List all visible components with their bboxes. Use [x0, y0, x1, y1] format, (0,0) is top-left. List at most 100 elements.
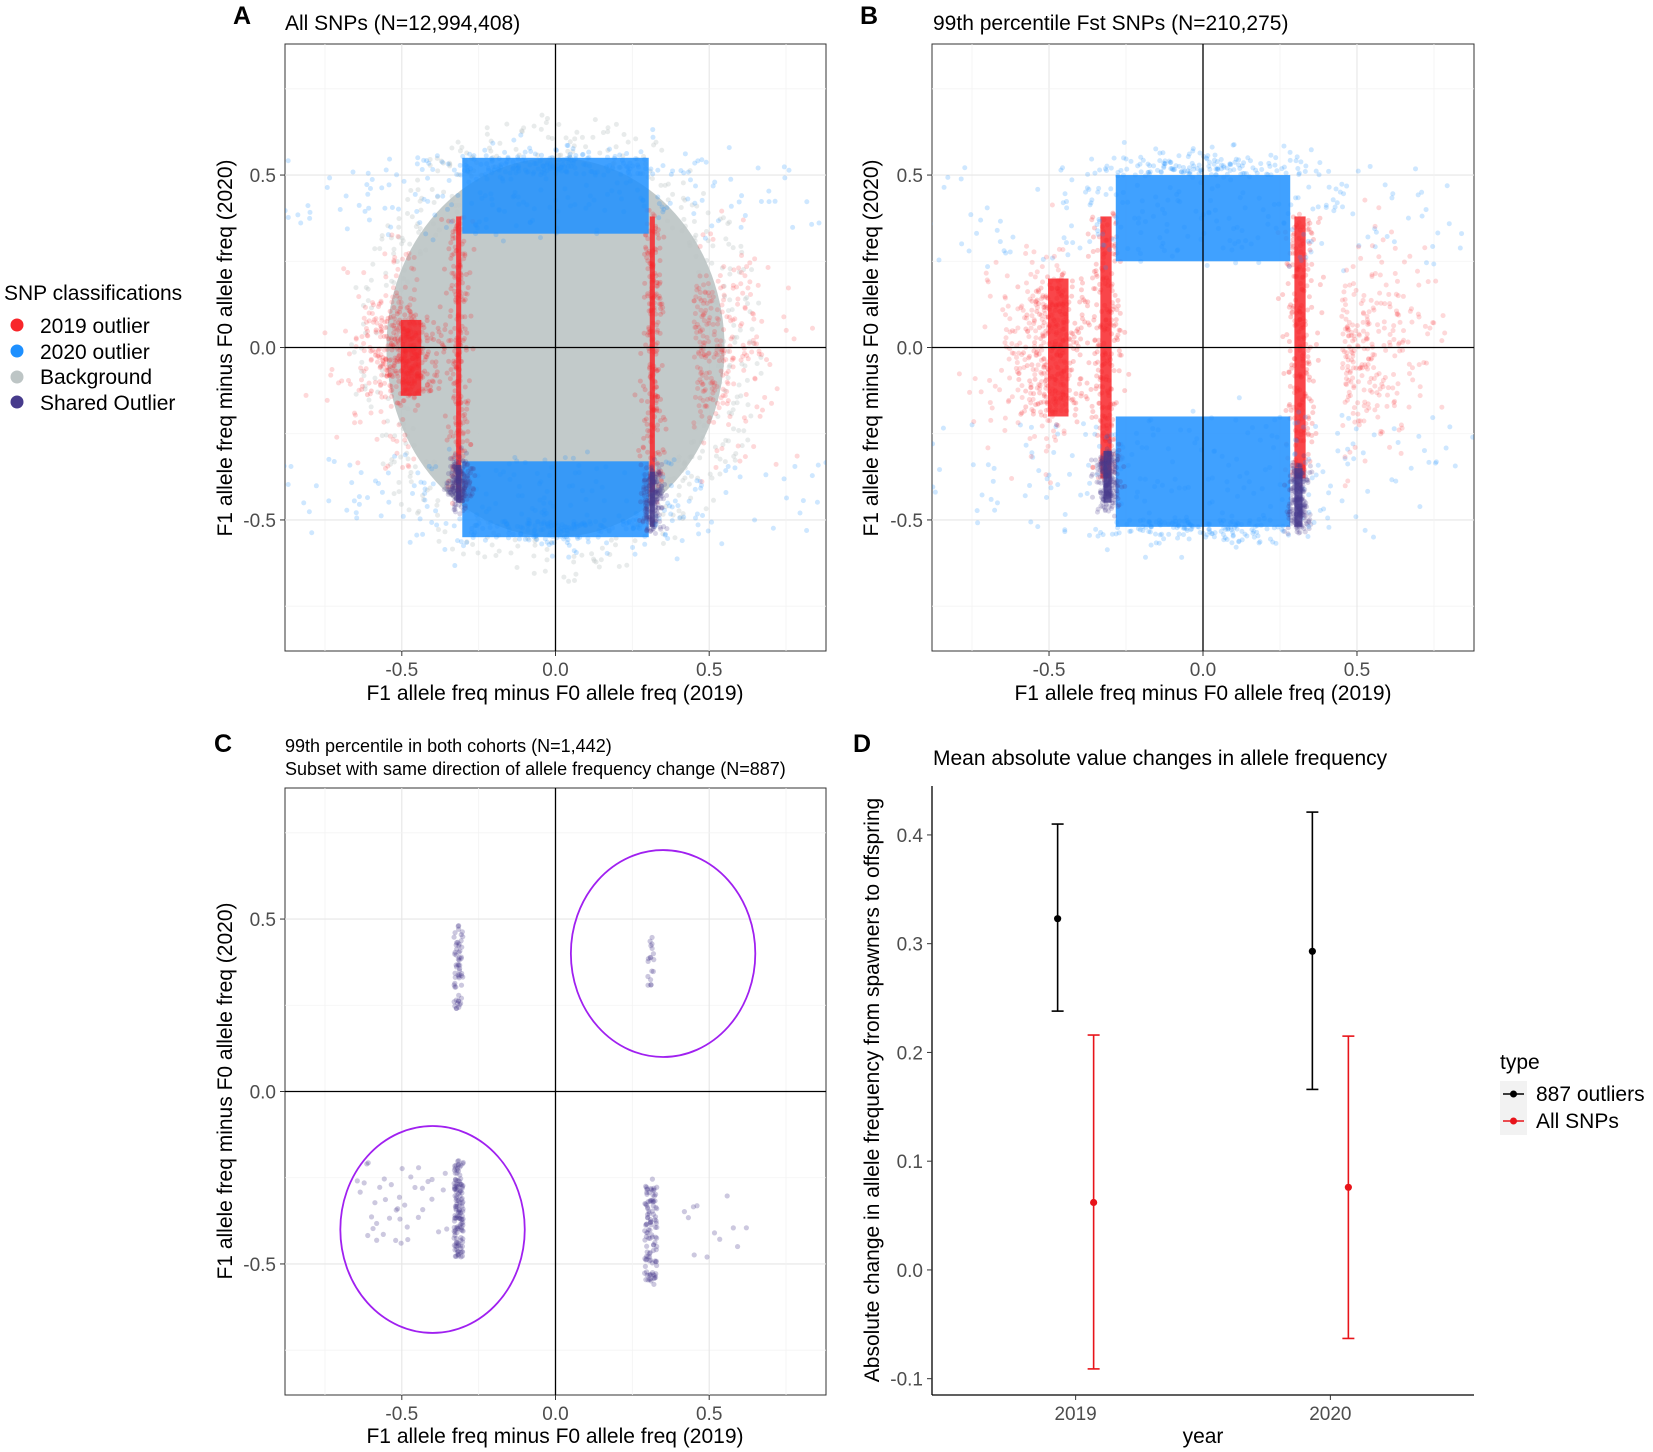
scatter-point	[441, 480, 447, 486]
scatter-point	[640, 198, 646, 204]
scatter-point	[1100, 455, 1106, 461]
scatter-point	[1103, 415, 1109, 421]
scatter-point	[726, 145, 732, 151]
scatter-point	[1107, 466, 1113, 472]
scatter-point	[1089, 471, 1095, 477]
scatter-point	[417, 249, 423, 255]
scatter-point	[1300, 356, 1306, 362]
scatter-point	[638, 490, 644, 496]
scatter-point	[396, 489, 402, 495]
scatter-point	[516, 168, 522, 174]
scatter-point	[1045, 330, 1051, 336]
scatter-point	[653, 384, 659, 390]
scatter-point	[480, 526, 486, 532]
scatter-point	[1300, 358, 1306, 364]
scatter-point	[411, 379, 417, 385]
scatter-point	[693, 183, 699, 189]
scatter-point	[999, 367, 1005, 373]
scatter-point	[1165, 446, 1171, 452]
scatter-point	[1105, 482, 1111, 488]
scatter-point	[452, 464, 458, 470]
scatter-point	[764, 357, 770, 363]
scatter-point	[397, 421, 403, 427]
scatter-point	[1050, 356, 1056, 362]
scatter-point	[403, 333, 409, 339]
scatter-point	[647, 362, 653, 368]
scatter-point	[741, 350, 747, 356]
scatter-point	[462, 251, 468, 257]
scatter-point	[1070, 331, 1076, 337]
scatter-point	[1295, 462, 1301, 468]
scatter-point	[362, 304, 368, 310]
scatter-point	[630, 517, 636, 523]
scatter-point	[1097, 474, 1103, 480]
scatter-point	[440, 193, 446, 199]
scatter-point	[1345, 333, 1351, 339]
scatter-point	[329, 367, 335, 373]
scatter-point	[583, 182, 589, 188]
scatter-point	[1050, 386, 1056, 392]
scatter-point	[411, 266, 417, 272]
scatter-point	[1301, 427, 1307, 433]
scatter-point	[1374, 403, 1380, 409]
scatter-point	[1022, 315, 1028, 321]
scatter-point	[643, 232, 649, 238]
scatter-point	[1393, 291, 1399, 297]
scatter-point	[739, 361, 745, 367]
scatter-point	[1355, 400, 1361, 406]
scatter-point	[549, 523, 555, 529]
scatter-point	[970, 462, 976, 468]
scatter-point	[1350, 359, 1356, 365]
scatter-point	[1393, 308, 1399, 314]
scatter-point	[385, 336, 391, 342]
scatter-point	[1301, 467, 1307, 473]
scatter-point	[473, 522, 479, 528]
scatter-point	[645, 291, 651, 297]
scatter-point	[571, 553, 577, 559]
scatter-point	[456, 351, 462, 357]
scatter-point	[1306, 509, 1312, 515]
scatter-point	[453, 226, 459, 232]
scatter-point	[408, 365, 414, 371]
scatter-point	[531, 570, 537, 576]
scatter-point	[659, 363, 665, 369]
scatter-point	[452, 244, 458, 250]
scatter-point	[1299, 496, 1305, 502]
scatter-point	[1215, 225, 1221, 231]
scatter-point	[1351, 348, 1357, 354]
scatter-point	[456, 493, 462, 499]
scatter-point	[1291, 291, 1297, 297]
scatter-point	[407, 365, 413, 371]
scatter-point	[405, 371, 411, 377]
scatter-point	[1357, 418, 1363, 424]
scatter-point	[680, 516, 686, 522]
scatter-point	[403, 349, 409, 355]
scatter-point	[608, 537, 614, 543]
scatter-point	[1296, 335, 1302, 341]
scatter-point	[1109, 451, 1115, 457]
scatter-point	[447, 161, 453, 167]
scatter-point	[650, 211, 656, 217]
scatter-point	[1057, 308, 1063, 314]
scatter-point	[1339, 297, 1345, 303]
scatter-point	[565, 530, 571, 536]
scatter-point	[1305, 480, 1311, 486]
scatter-point	[412, 322, 418, 328]
scatter-point	[391, 258, 397, 264]
scatter-point	[644, 399, 650, 405]
scatter-point	[1384, 234, 1390, 240]
scatter-point	[1348, 332, 1354, 338]
scatter-point	[741, 415, 747, 421]
scatter-point	[1286, 369, 1292, 375]
scatter-point	[1346, 415, 1352, 421]
scatter-point	[651, 479, 657, 485]
scatter-point	[411, 483, 417, 489]
scatter-point	[652, 479, 658, 485]
scatter-point	[1088, 473, 1094, 479]
scatter-point	[404, 327, 410, 333]
scatter-point	[604, 550, 610, 556]
scatter-point	[349, 480, 355, 486]
scatter-point	[377, 383, 383, 389]
scatter-point	[493, 501, 499, 507]
scatter-point	[1029, 362, 1035, 368]
